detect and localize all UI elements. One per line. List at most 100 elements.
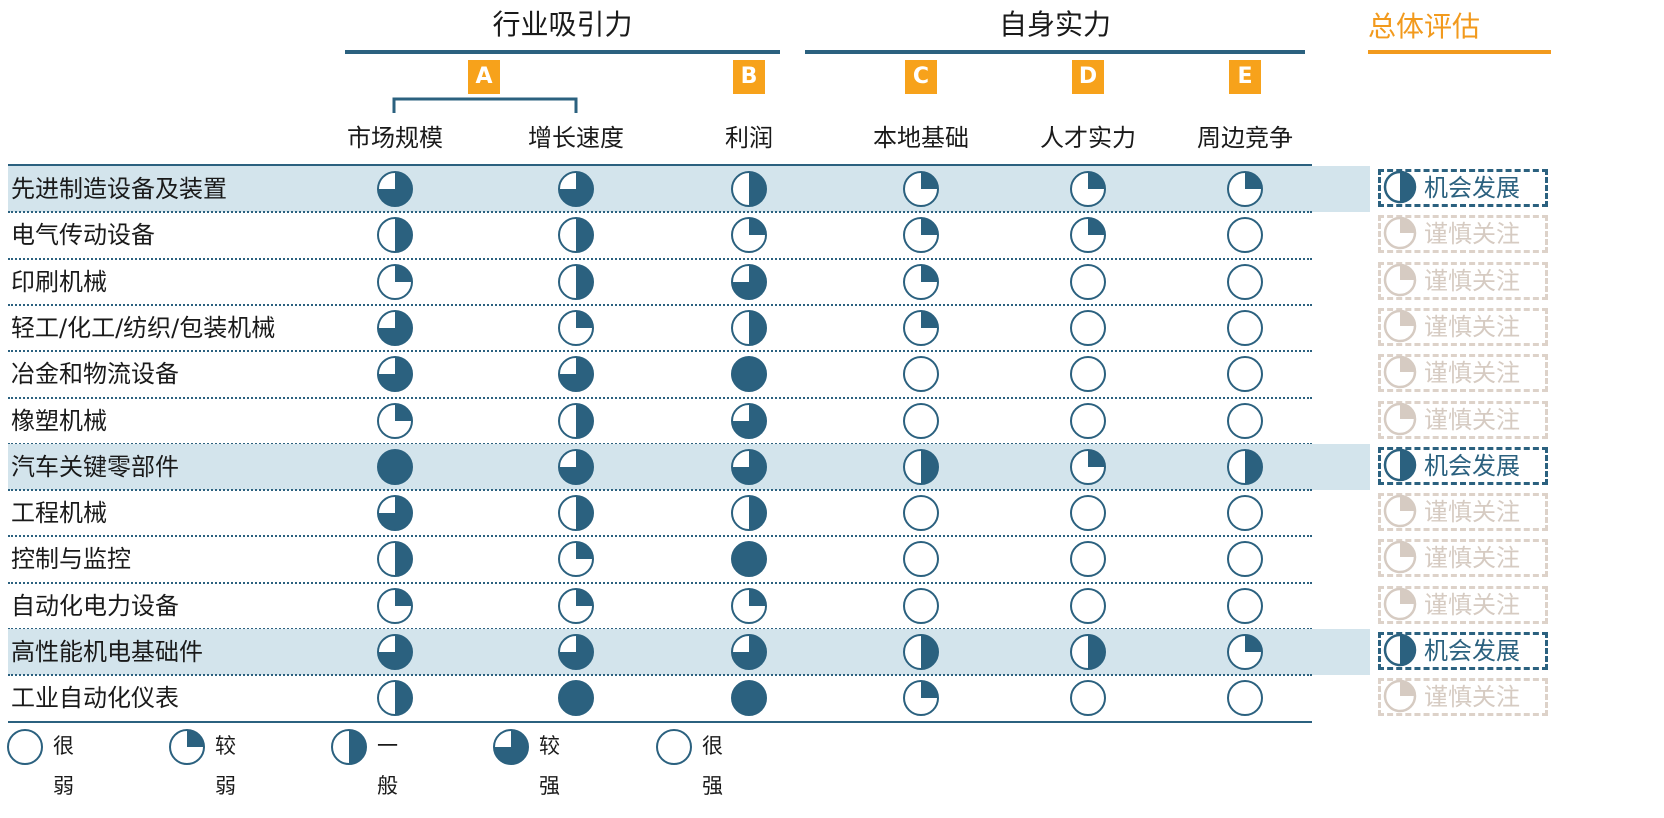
overall-label: 谨慎关注 (1424, 220, 1520, 249)
row-separator (8, 535, 1312, 538)
row-highlight-band (8, 166, 1370, 212)
harvey-ball (1070, 217, 1106, 254)
legend-harvey-ball (169, 729, 205, 765)
harvey-ball (377, 217, 413, 254)
harvey-ball (1227, 309, 1263, 346)
harvey-ball (731, 356, 767, 393)
harvey-ball (377, 402, 413, 439)
overall-label: 谨慎关注 (1424, 683, 1520, 712)
harvey-ball (1070, 171, 1106, 207)
harvey-ball (377, 541, 413, 578)
row-label: 控制与监控 (11, 545, 131, 574)
harvey-ball (558, 634, 594, 670)
harvey-ball (903, 541, 939, 578)
overall-label: 谨慎关注 (1424, 590, 1520, 619)
row-label: 工业自动化仪表 (11, 684, 179, 713)
harvey-ball (558, 309, 594, 346)
overall-badge-caution: 谨慎关注 (1378, 215, 1548, 254)
overall-harvey-ball (1383, 680, 1417, 713)
harvey-ball (558, 356, 594, 393)
legend-label: 较弱 (215, 734, 236, 798)
overall-harvey-ball (1383, 494, 1417, 528)
harvey-ball (377, 680, 413, 717)
column-label-profit: 利润 (725, 124, 773, 152)
harvey-ball (731, 217, 767, 254)
legend-harvey-ball (331, 729, 367, 765)
overall-badge-opportunity: 机会发展 (1378, 632, 1548, 670)
row-separator (8, 257, 1312, 260)
row-label: 电气传动设备 (11, 221, 155, 250)
column-label-local-base: 本地基础 (873, 124, 969, 152)
row-label: 印刷机械 (11, 267, 107, 296)
overall-harvey-ball (1383, 587, 1417, 620)
overall-label: 谨慎关注 (1424, 312, 1520, 341)
harvey-ball (903, 634, 939, 670)
overall-label: 机会发展 (1424, 174, 1520, 202)
row-label: 汽车关键零部件 (11, 452, 179, 481)
overall-harvey-ball (1383, 263, 1417, 296)
harvey-ball (1070, 495, 1106, 532)
overall-harvey-ball (1383, 355, 1417, 389)
letter-badge-c: C (905, 60, 937, 94)
overall-badge-caution: 谨慎关注 (1378, 307, 1548, 346)
overall-label: 机会发展 (1424, 637, 1520, 665)
harvey-ball (558, 680, 594, 717)
letter-badge-e: E (1229, 60, 1261, 94)
harvey-ball (1227, 402, 1263, 439)
overall-badge-opportunity: 机会发展 (1378, 446, 1548, 485)
row-separator (8, 303, 1312, 306)
legend-harvey-ball (7, 729, 43, 765)
harvey-ball (903, 263, 939, 300)
harvey-ball (558, 402, 594, 439)
column-label-growth-rate: 增长速度 (528, 124, 624, 152)
harvey-ball (1070, 587, 1106, 624)
legend-label: 很强 (702, 734, 723, 798)
harvey-ball (731, 541, 767, 578)
harvey-ball (1070, 541, 1106, 578)
harvey-ball (558, 541, 594, 578)
harvey-ball (377, 263, 413, 300)
overall-label: 机会发展 (1424, 451, 1520, 480)
letter-badge-b: B (733, 60, 765, 94)
harvey-ball (377, 495, 413, 532)
legend-label: 较强 (539, 734, 560, 798)
table-top-rule (8, 164, 1312, 166)
overall-label: 谨慎关注 (1424, 359, 1520, 388)
harvey-ball (558, 587, 594, 624)
harvey-ball (903, 217, 939, 254)
group-underline-own-strength (805, 50, 1305, 54)
legend-label: 一般 (377, 734, 398, 798)
harvey-ball (903, 171, 939, 207)
harvey-ball (903, 402, 939, 439)
harvey-ball (558, 171, 594, 207)
overall-harvey-ball (1383, 309, 1417, 343)
group-title-own-strength: 自身实力 (998, 8, 1111, 41)
row-separator (8, 396, 1312, 399)
harvey-ball (377, 309, 413, 346)
legend-harvey-ball (493, 729, 529, 765)
column-label-competition: 周边竞争 (1197, 124, 1293, 152)
harvey-ball (1070, 634, 1106, 670)
group-title-overall: 总体评估 (1368, 10, 1481, 43)
overall-badge-opportunity: 机会发展 (1378, 169, 1548, 207)
row-label: 冶金和物流设备 (11, 360, 179, 389)
overall-harvey-ball (1383, 217, 1417, 250)
row-separator (8, 674, 1312, 677)
row-separator (8, 581, 1312, 584)
overall-badge-caution: 谨慎关注 (1378, 493, 1548, 532)
row-separator (8, 350, 1312, 353)
harvey-ball (731, 171, 767, 207)
harvey-ball (731, 448, 767, 485)
harvey-ball (1227, 587, 1263, 624)
row-label: 橡塑机械 (11, 406, 107, 435)
harvey-ball (731, 587, 767, 624)
harvey-ball (1227, 634, 1263, 670)
overall-harvey-ball (1383, 402, 1417, 435)
row-label: 轻工/化工/纺织/包装机械 (11, 313, 276, 342)
harvey-ball (1070, 680, 1106, 717)
harvey-ball (1227, 448, 1263, 485)
row-label: 先进制造设备及装置 (11, 175, 227, 203)
row-highlight-band (8, 629, 1370, 675)
overall-badge-caution: 谨慎关注 (1378, 354, 1548, 393)
table-bottom-rule (8, 720, 1312, 723)
